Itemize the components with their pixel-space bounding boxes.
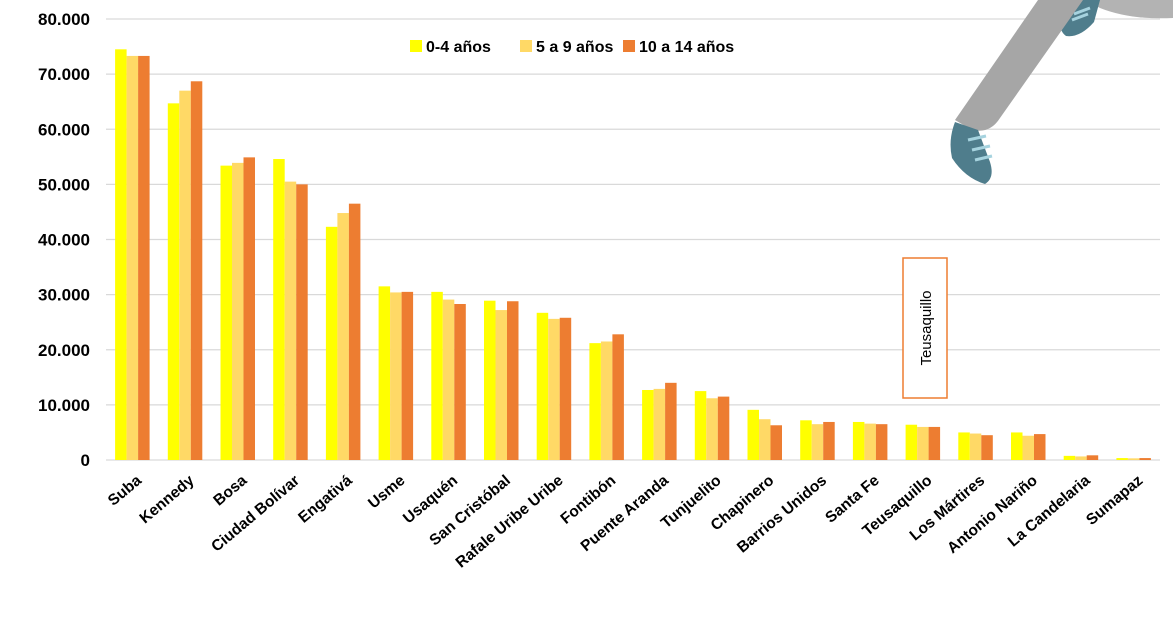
x-tick-label: Antonio Nariño — [944, 472, 1041, 557]
bar-4-0 — [325, 226, 338, 460]
bar-7-0 — [484, 300, 496, 460]
bar-16-1 — [969, 433, 982, 460]
y-tick-label: 70.000 — [38, 65, 90, 84]
y-tick-label: 60.000 — [38, 120, 90, 139]
bar-0-1 — [126, 55, 139, 461]
bar-15-2 — [928, 426, 941, 460]
bar-10-2 — [665, 382, 677, 460]
bar-7-1 — [495, 310, 507, 460]
bar-6-2 — [454, 303, 466, 460]
bar-13-0 — [800, 420, 812, 460]
bar-7-2 — [507, 301, 519, 460]
y-tick-label: 40.000 — [38, 231, 90, 250]
bar-16-2 — [981, 435, 993, 460]
bar-18-2 — [1086, 455, 1099, 460]
bar-19-0 — [1116, 458, 1128, 460]
legend-swatch — [410, 40, 422, 52]
bar-11-1 — [706, 398, 718, 460]
x-tick-label: Kennedy — [137, 472, 198, 527]
legend-label: 5 a 9 años — [536, 39, 613, 56]
bar-5-0 — [378, 286, 391, 460]
bar-14-0 — [852, 421, 865, 460]
x-tick-label: Ciudad Bolívar — [208, 472, 303, 555]
bars — [115, 49, 1151, 461]
x-tick-label: Engativá — [295, 472, 356, 527]
bar-14-1 — [864, 423, 876, 460]
bar-12-2 — [770, 425, 782, 460]
bar-1-0 — [167, 103, 180, 460]
bar-15-0 — [905, 424, 918, 460]
bar-6-1 — [442, 299, 455, 460]
bar-0-2 — [138, 55, 150, 461]
runner-leg-illustration — [950, 0, 1173, 184]
x-tick-label: Suba — [105, 472, 145, 510]
y-tick-label: 30.000 — [38, 286, 90, 305]
y-tick-label: 10.000 — [38, 396, 90, 415]
bar-1-2 — [190, 81, 203, 460]
bar-9-0 — [589, 343, 601, 460]
y-tick-label: 0 — [81, 451, 90, 470]
bar-19-2 — [1139, 458, 1151, 460]
x-tick-label: Puente Aranda — [578, 472, 673, 555]
y-tick-label: 50.000 — [38, 175, 90, 194]
bar-19-1 — [1127, 458, 1140, 460]
bar-17-0 — [1011, 432, 1023, 460]
y-tick-label: 20.000 — [38, 341, 90, 360]
bar-0-0 — [115, 49, 127, 460]
bar-8-1 — [548, 318, 560, 460]
bar-17-1 — [1022, 435, 1034, 460]
legend-label: 10 a 14 años — [639, 39, 734, 56]
x-tick-label: Sumapaz — [1083, 472, 1146, 529]
bar-13-1 — [811, 424, 824, 460]
x-tick-label: Usme — [365, 472, 409, 512]
bar-8-2 — [559, 317, 572, 460]
annotation-box — [902, 257, 948, 399]
bar-17-2 — [1034, 434, 1046, 460]
bar-4-1 — [337, 213, 349, 460]
legend-label: 0-4 años — [426, 39, 491, 56]
bar-2-2 — [243, 157, 255, 460]
bar-12-1 — [759, 419, 771, 460]
x-tick-label: Bosa — [210, 472, 250, 510]
bar-4-2 — [348, 203, 361, 460]
bar-11-2 — [717, 396, 730, 460]
legend-swatch — [520, 40, 532, 52]
bar-13-2 — [823, 421, 835, 460]
y-axis-ticks: 0 10.000 20.000 30.000 40.000 50.000 60.000 70.… — [38, 10, 90, 470]
annotation: Teusaquillo — [902, 257, 948, 399]
bar-6-0 — [431, 291, 443, 460]
bar-16-0 — [958, 432, 970, 460]
bar-3-0 — [273, 159, 285, 460]
bar-18-0 — [1063, 455, 1076, 460]
bar-9-2 — [612, 334, 624, 460]
bar-14-2 — [875, 424, 888, 460]
bar-12-0 — [747, 409, 759, 460]
bar-11-0 — [694, 391, 707, 460]
bar-2-0 — [220, 165, 232, 460]
bar-15-1 — [917, 426, 929, 460]
bar-5-1 — [390, 292, 402, 460]
bar-10-1 — [653, 388, 666, 460]
bar-3-2 — [296, 184, 308, 460]
bar-8-0 — [536, 312, 549, 460]
bar-5-2 — [401, 291, 414, 460]
bar-18-1 — [1075, 456, 1087, 460]
bar-3-1 — [284, 181, 297, 460]
annotation-label: Teusaquillo — [918, 290, 935, 365]
y-tick-label: 80.000 — [38, 10, 90, 29]
bar-10-0 — [642, 389, 654, 460]
bar-2-1 — [232, 162, 244, 460]
x-tick-label: Barrios Unidos — [734, 472, 830, 556]
bar-1-1 — [179, 90, 191, 460]
legend-swatch — [623, 40, 635, 52]
legend: 0-4 años 5 a 9 años 10 a 14 años — [410, 39, 734, 56]
bar-9-1 — [600, 341, 613, 460]
